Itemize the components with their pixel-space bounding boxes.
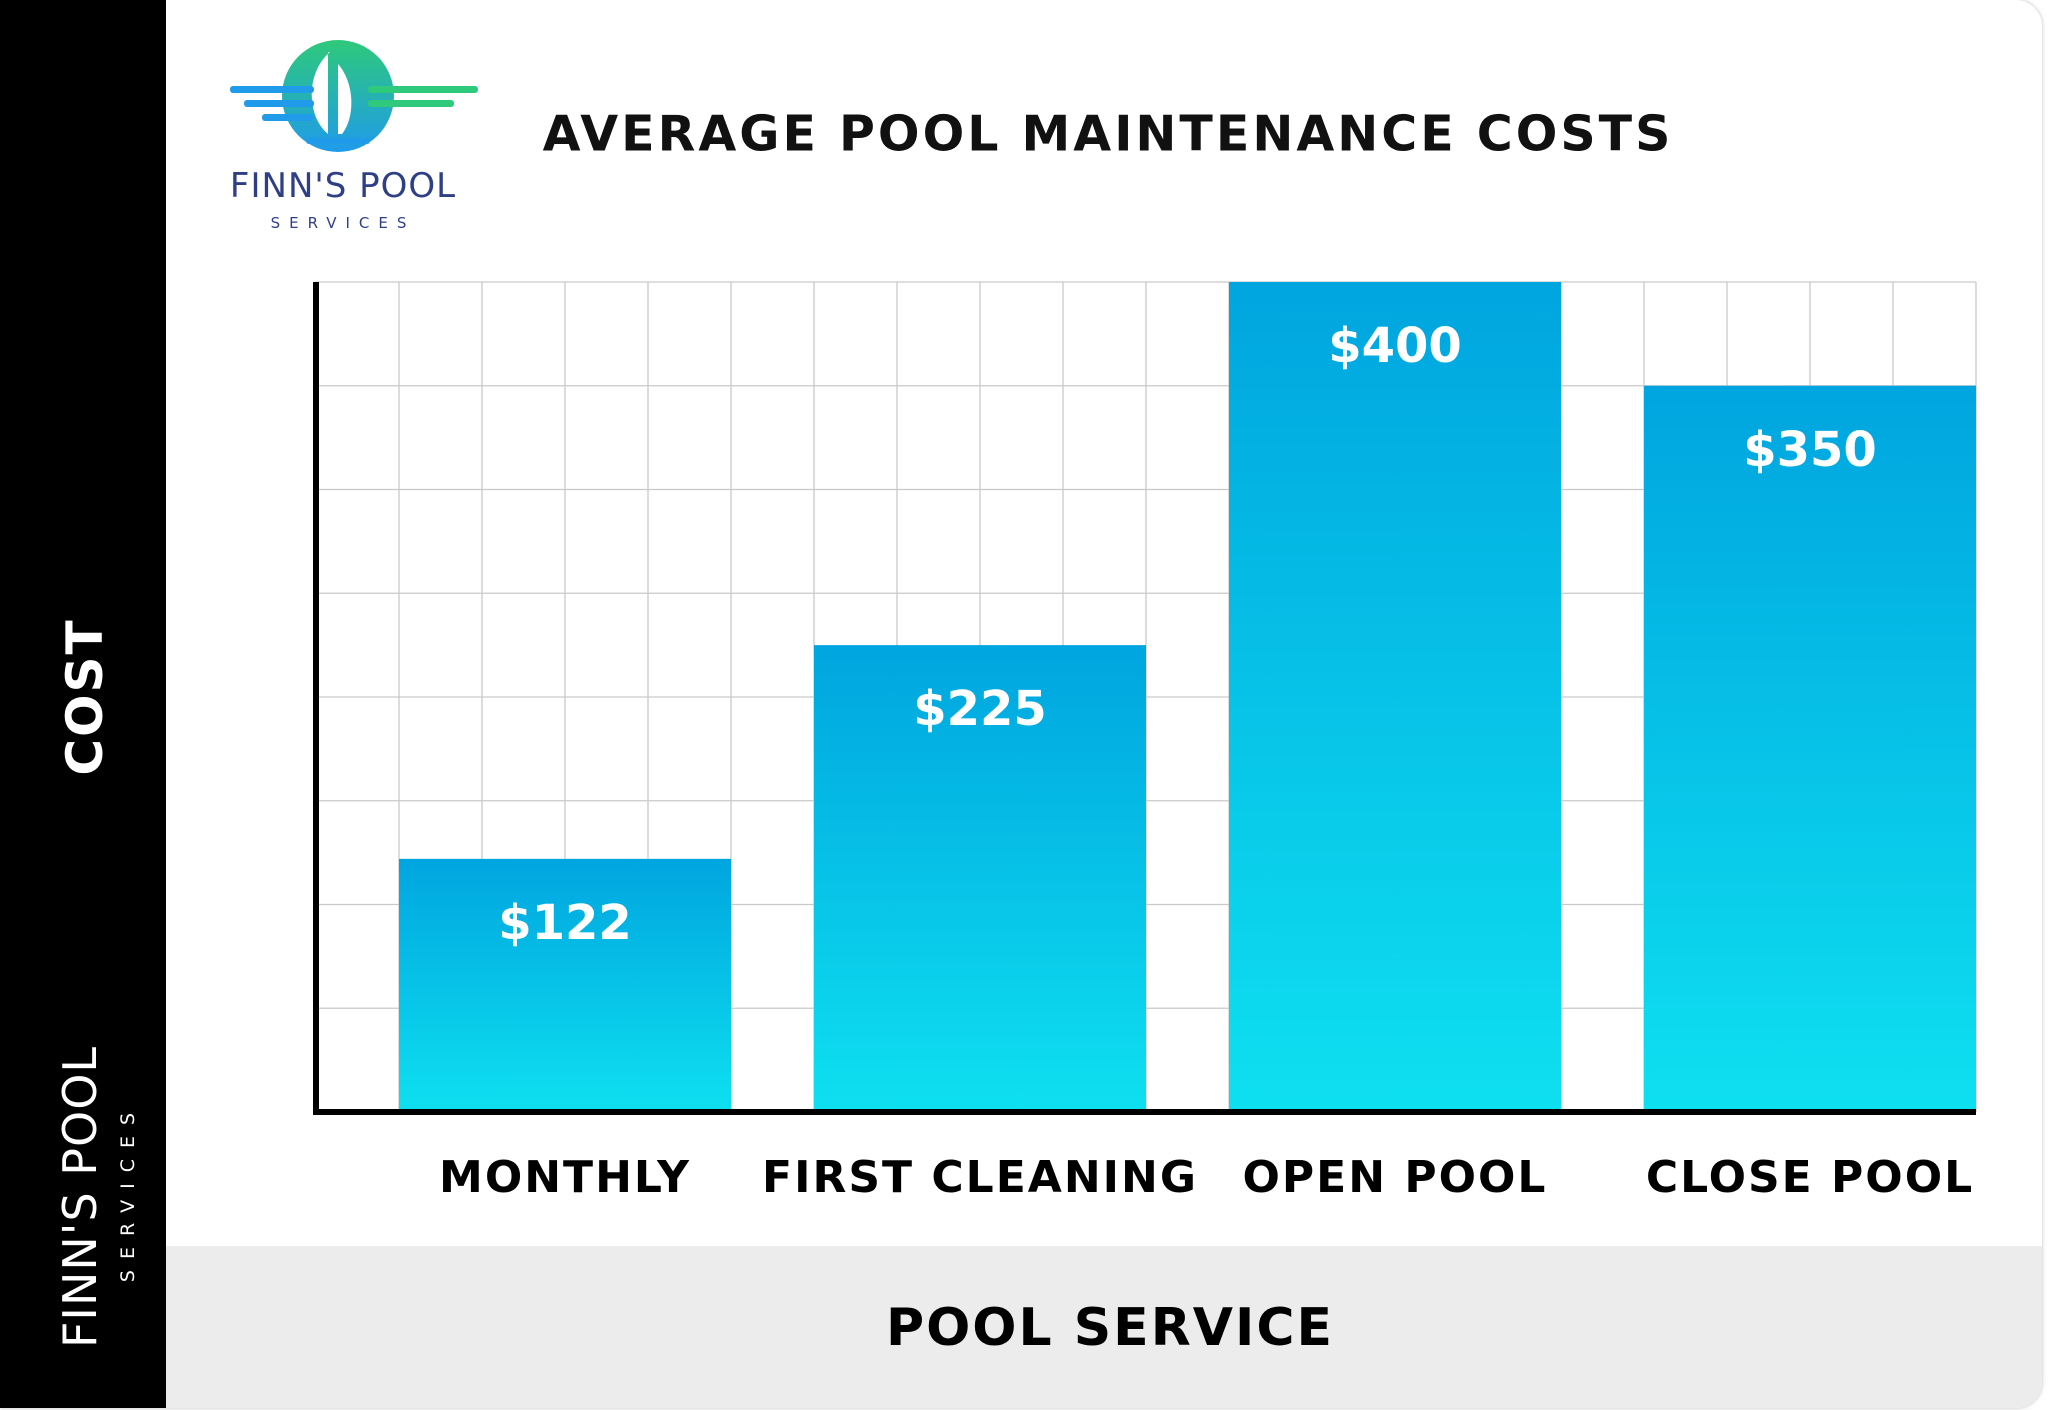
bar (1644, 385, 1976, 1112)
category-label: MONTHLY (439, 1152, 691, 1203)
bars (399, 282, 1976, 1112)
chart-title: AVERAGE POOL MAINTENANCE COSTS (542, 105, 1674, 163)
brand-name: FINN'S POOL (229, 166, 457, 206)
category-label: OPEN POOL (1243, 1152, 1548, 1203)
brand-logo (230, 40, 478, 152)
x-axis-label: POOL SERVICE (885, 1298, 1335, 1358)
axes (313, 282, 1976, 1115)
bar (399, 858, 731, 1112)
x-axis-band (166, 1246, 2042, 1408)
bar (814, 645, 1146, 1112)
bar-value-label: $225 (913, 681, 1047, 737)
brand-tagline: SERVICES (270, 214, 416, 232)
category-label: FIRST CLEANING (762, 1152, 1198, 1203)
bar (1229, 282, 1561, 1112)
y-axis-band: COST FINN'S POOL SERVICES (0, 0, 166, 1408)
category-label: CLOSE POOL (1646, 1152, 1974, 1203)
bar-value-label: $400 (1328, 318, 1462, 374)
labels: $122 MONTHLY $225 FIRST CLEANING $400 OPEN PO… (439, 318, 1974, 1203)
bar-value-label: $122 (498, 895, 632, 951)
bar-value-label: $350 (1743, 422, 1877, 478)
